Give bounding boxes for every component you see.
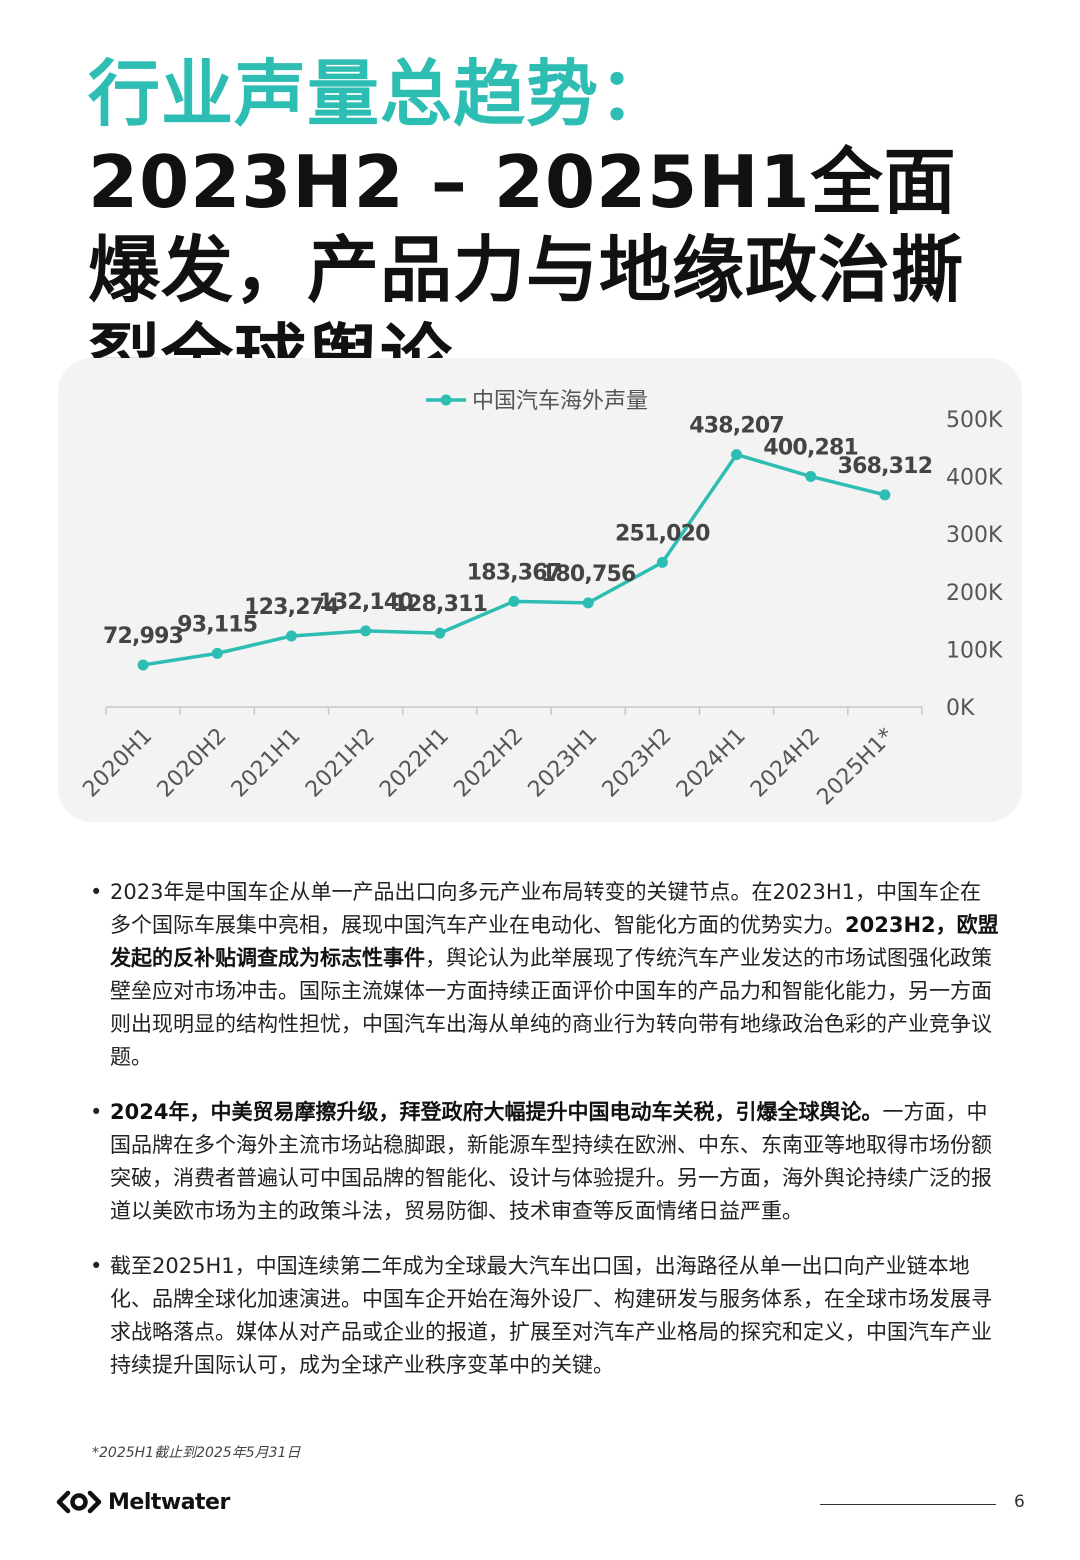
bullet-text-post: ，舆论认为此举展现了传统汽车产业发达的市场试图强化政策壁垒应对市场冲击。国际主流… bbox=[110, 946, 992, 1069]
x-tick-label: 2020H1 bbox=[78, 724, 157, 803]
x-tick-label: 2023H2 bbox=[598, 724, 677, 803]
y-tick-label: 300K bbox=[946, 523, 1003, 548]
meltwater-logo-icon bbox=[56, 1490, 102, 1514]
data-point bbox=[582, 597, 594, 609]
bullet-text-post: 一方面，中国品牌在多个海外主流市场站稳脚跟，新能源车型持续在欧洲、中东、东南亚等… bbox=[110, 1100, 992, 1223]
bullet-item-2: • 2024年，中美贸易摩擦升级，拜登政府大幅提升中国电动车关税，引爆全球舆论。… bbox=[88, 1096, 1000, 1228]
line-chart: 0K 100K 200K 300K 400K 500K 2020H12020H22021H1… bbox=[78, 389, 1003, 811]
y-tick-label: 200K bbox=[946, 581, 1003, 606]
data-point bbox=[211, 647, 223, 659]
legend-label: 中国汽车海外声量 bbox=[472, 389, 648, 414]
x-tick-label: 2024H1 bbox=[672, 724, 751, 803]
data-label: 132,140 bbox=[318, 590, 413, 615]
logo-name: Meltwater bbox=[108, 1489, 230, 1515]
bullet-item-3: • 截至2025H1，中国连续第二年成为全球最大汽车出口国，出海路径从单一出口向… bbox=[88, 1250, 1000, 1382]
data-label: 251,020 bbox=[615, 521, 710, 546]
data-label: 183,367 bbox=[467, 560, 562, 585]
data-point bbox=[805, 470, 817, 482]
page-title: 行业声量总趋势： 2023H2 – 2025H1全面爆发，产品力与地缘政治撕裂全… bbox=[88, 50, 988, 402]
footer-divider bbox=[820, 1504, 996, 1505]
data-point bbox=[656, 556, 668, 568]
x-tick-label: 2022H2 bbox=[449, 724, 528, 803]
bullet-dot: • bbox=[90, 1254, 103, 1278]
data-label: 93,115 bbox=[177, 612, 257, 637]
x-tick-label: 2021H1 bbox=[227, 724, 306, 803]
y-tick-label: 100K bbox=[946, 638, 1003, 663]
data-point bbox=[360, 625, 372, 637]
data-point bbox=[508, 595, 520, 607]
data-label: 123,274 bbox=[244, 595, 339, 620]
data-point bbox=[285, 630, 297, 642]
data-label: 400,281 bbox=[763, 435, 858, 460]
bullet-text-bold: 2023H2，欧盟发起的反补贴调查成为标志性事件 bbox=[110, 913, 999, 970]
bullet-dot: • bbox=[90, 1100, 103, 1124]
x-tick-label: 2023H1 bbox=[524, 724, 603, 803]
data-point bbox=[434, 627, 446, 639]
x-tick-label: 2022H1 bbox=[375, 724, 454, 803]
data-label: 180,756 bbox=[541, 562, 636, 587]
legend-marker bbox=[440, 394, 452, 406]
meltwater-logo: Meltwater bbox=[56, 1488, 230, 1516]
bullet-text-pre: 2023年是中国车企从单一产品出口向多元产业布局转变的关键节点。在2023H1，… bbox=[110, 880, 982, 937]
x-tick-label: 2020H2 bbox=[153, 724, 232, 803]
page-number: 6 bbox=[1014, 1492, 1025, 1512]
data-label: 72,993 bbox=[103, 624, 183, 649]
bullet-dot: • bbox=[90, 880, 103, 904]
data-point bbox=[879, 489, 891, 501]
x-tick-label: 2021H2 bbox=[301, 724, 380, 803]
chart-card: 0K 100K 200K 300K 400K 500K 2020H1 2020H2 2021H1… bbox=[58, 358, 1022, 822]
data-point bbox=[731, 449, 743, 461]
bullet-text-pre: 截至2025H1，中国连续第二年成为全球最大汽车出口国，出海路径从单一出口向产业… bbox=[110, 1254, 992, 1377]
data-label: 128,311 bbox=[393, 592, 488, 617]
x-tick-label: 2025H1* bbox=[813, 724, 900, 811]
data-label: 438,207 bbox=[689, 414, 784, 439]
bullet-item-1: • 2023年是中国车企从单一产品出口向多元产业布局转变的关键节点。在2023H… bbox=[88, 876, 1000, 1074]
bullet-text-bold: 2024年，中美贸易摩擦升级，拜登政府大幅提升中国电动车关税，引爆全球舆论。 bbox=[110, 1100, 883, 1124]
title-rest: 2023H2 – 2025H1全面爆发，产品力与地缘政治撕裂全球舆论 bbox=[88, 140, 965, 400]
y-tick-label: 0K bbox=[946, 696, 975, 721]
title-accent: 行业声量总趋势： bbox=[88, 52, 673, 136]
footnote: *2025H1截止到2025年5月31日 bbox=[92, 1445, 301, 1461]
bullet-list: • 2023年是中国车企从单一产品出口向多元产业布局转变的关键节点。在2023H… bbox=[88, 876, 1000, 1404]
y-tick-label: 500K bbox=[946, 408, 1003, 433]
data-label: 368,312 bbox=[838, 454, 933, 479]
data-point bbox=[137, 659, 149, 671]
y-tick-label: 400K bbox=[946, 466, 1003, 491]
